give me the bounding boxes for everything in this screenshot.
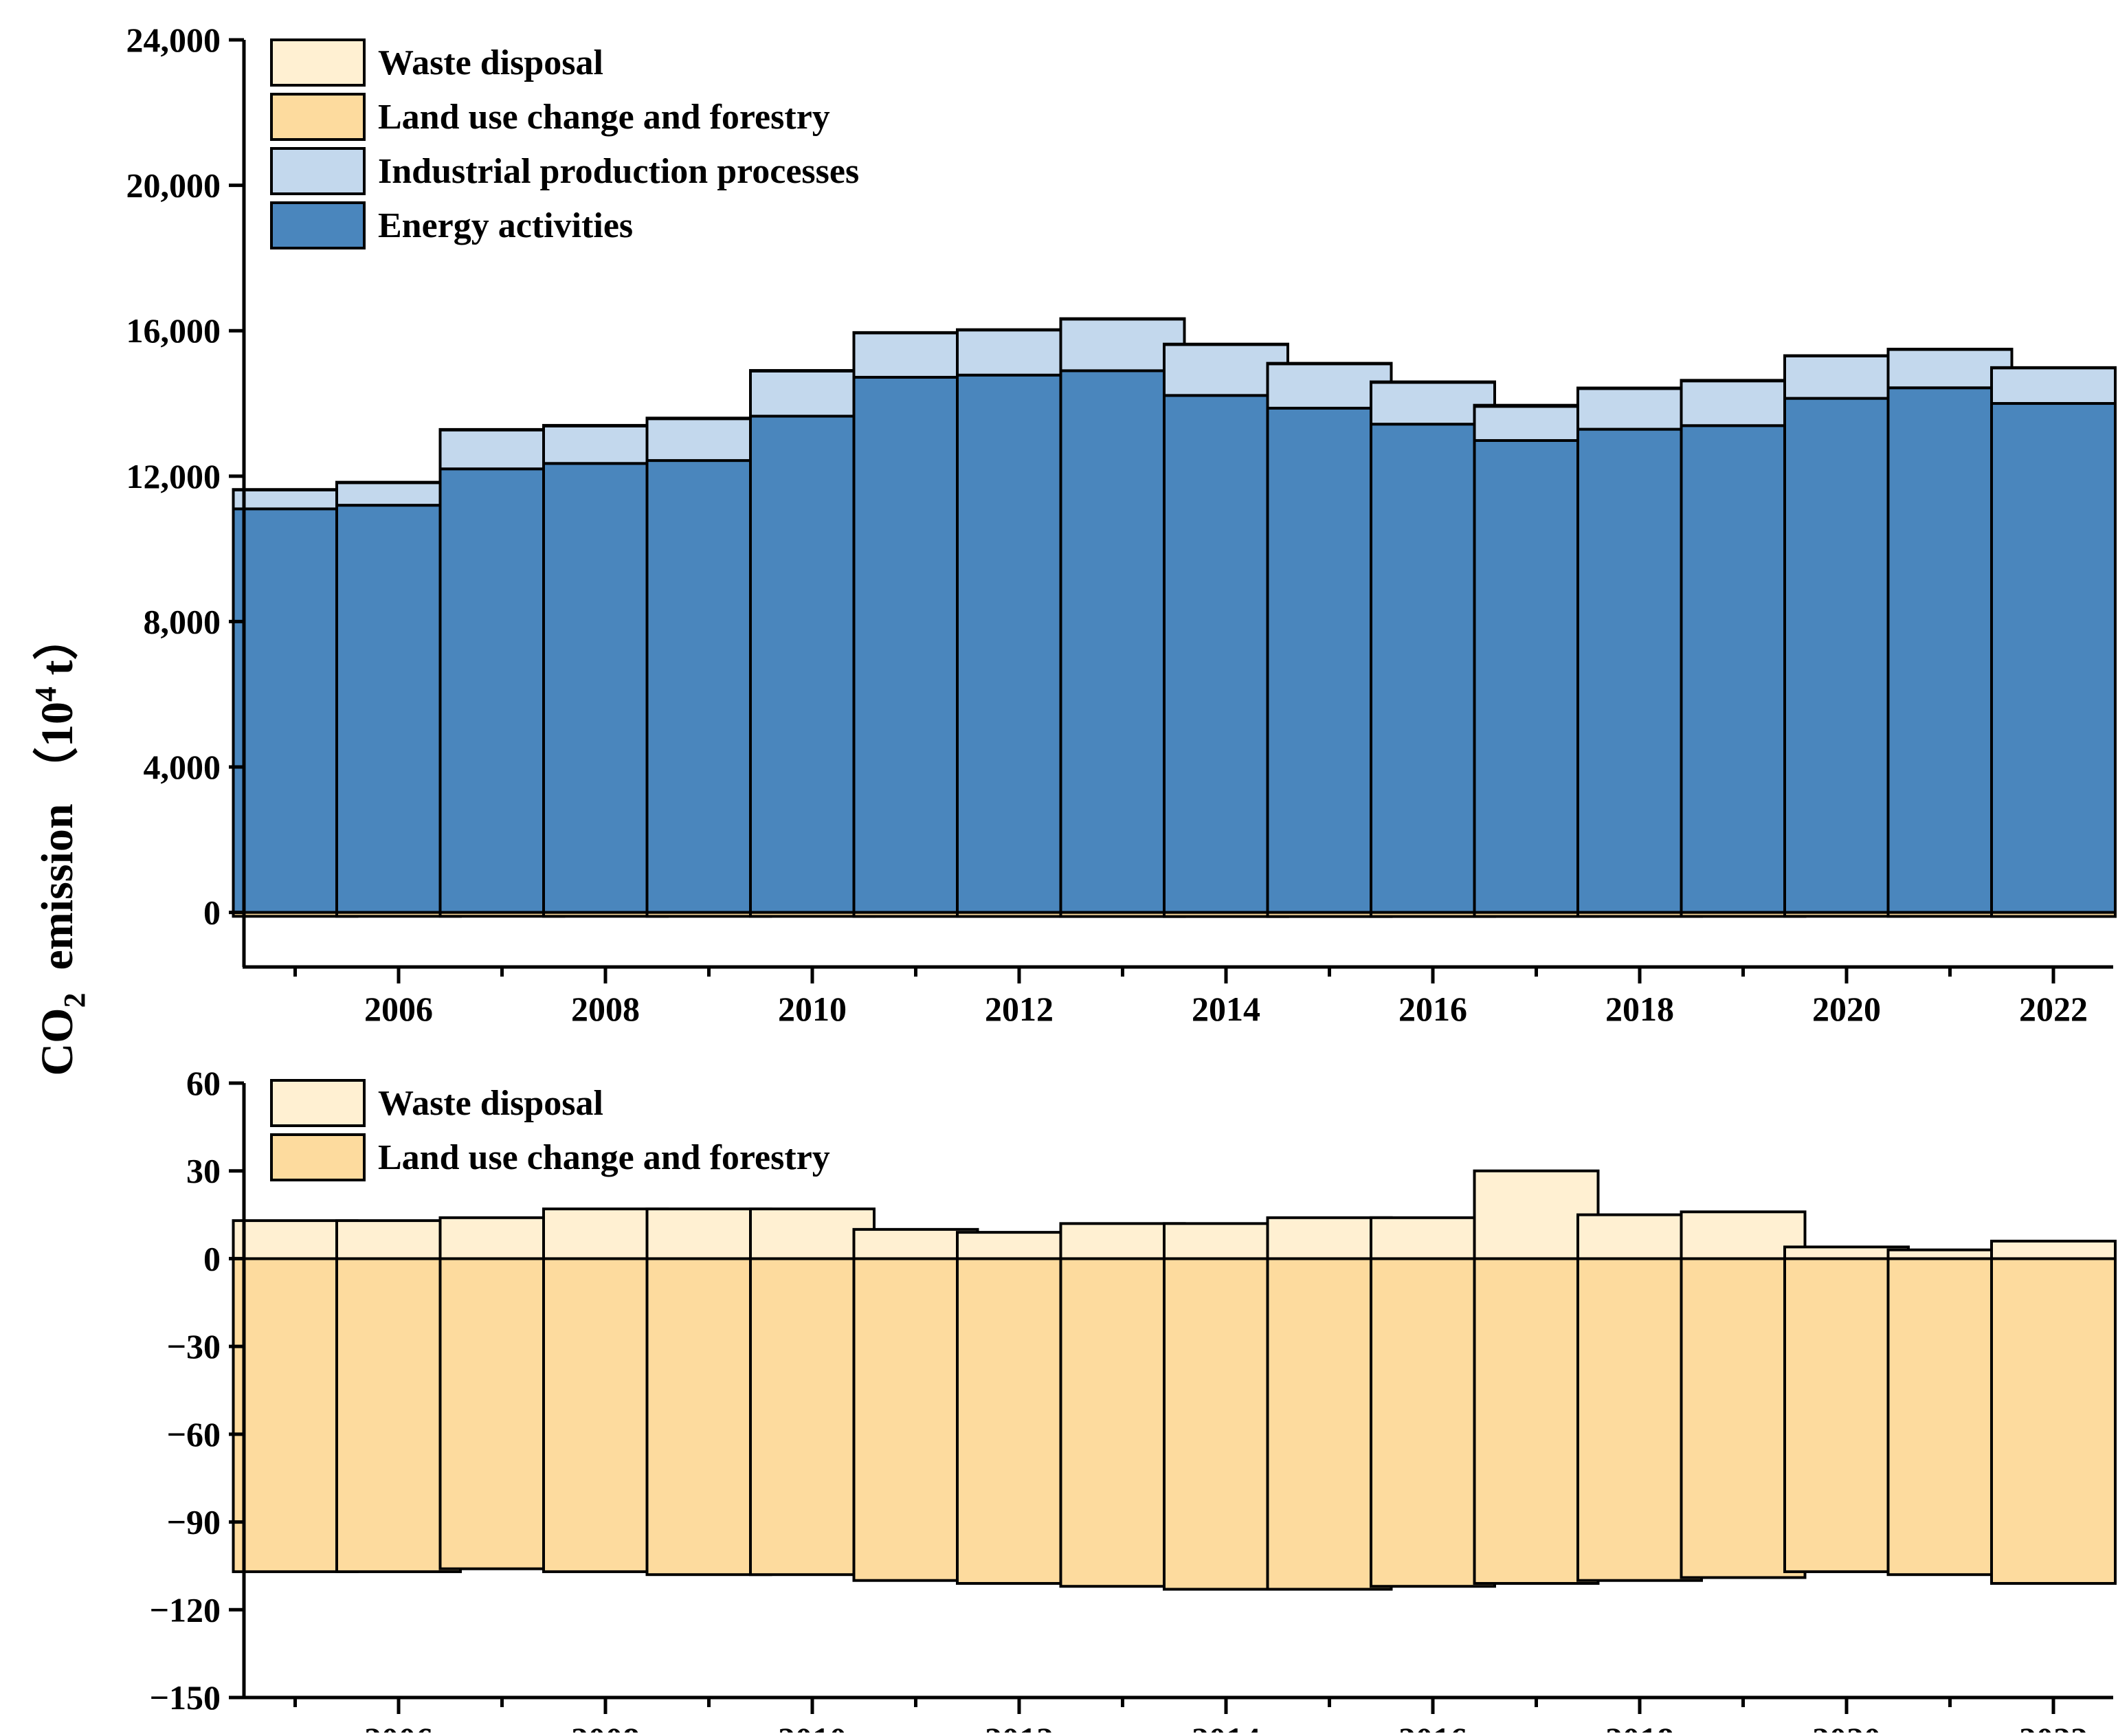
bar-waste-disposal-2014 — [1163, 342, 1289, 346]
x-tick-label: 2010 — [778, 990, 847, 1028]
y-tick-label: 12,000 — [126, 457, 221, 496]
legend-swatch-energy-activities — [270, 201, 366, 249]
x-tick-label: 2020 — [1812, 1720, 1881, 1733]
x-tick-label: 2016 — [1398, 990, 1467, 1028]
y-axis-label-prefix: CO — [32, 1008, 82, 1076]
x-tick-label: 2018 — [1605, 1720, 1674, 1733]
y-tick-label: −150 — [150, 1678, 221, 1717]
bar-industrial-production-processes-2022 — [1990, 366, 2117, 405]
x-tick-label: 2018 — [1605, 990, 1674, 1028]
legend-swatch-waste-disposal — [270, 1079, 366, 1127]
legend-label-energy-activities: Energy activities — [378, 206, 633, 245]
y-axis-label-superscript: 4 — [29, 687, 63, 702]
legend-label-waste-disposal: Waste disposal — [378, 1084, 603, 1123]
bar-waste-disposal-2022 — [1990, 1239, 2117, 1260]
y-tick-label: 0 — [203, 893, 221, 932]
x-tick-label: 2014 — [1192, 990, 1260, 1028]
legend-label-industrial-production-processes: Industrial production processes — [378, 152, 859, 191]
y-tick-label: 8,000 — [144, 602, 221, 641]
x-tick-label: 2012 — [985, 990, 1054, 1028]
bottom-panel: 60 30 0 −30 −60 −90 −120 −150 2006 2008 2010 2012 20… — [150, 1064, 2117, 1736]
y-tick-label: 30 — [186, 1152, 221, 1190]
legend-swatch-industrial-production-processes — [270, 147, 366, 195]
x-tick-label: 2016 — [1398, 1720, 1467, 1733]
x-tick-label: 2010 — [778, 1720, 847, 1733]
y-tick-label: −120 — [150, 1590, 221, 1629]
bar-energy-activities-2022 — [1990, 402, 2117, 914]
legend-swatch-waste-disposal — [270, 38, 366, 87]
x-tick-label: 2022 — [2019, 990, 2088, 1028]
bar-waste-disposal-2021 — [1886, 348, 2014, 351]
x-tick-label: 2022 — [2019, 1720, 2088, 1733]
x-tick-label: 2020 — [1812, 990, 1881, 1028]
bar-waste-disposal-2013 — [1059, 317, 1186, 321]
x-tick-label: 2006 — [364, 990, 433, 1028]
y-tick-label: 4,000 — [144, 748, 221, 786]
y-tick-label: 0 — [203, 1239, 221, 1278]
bar-land-use-change-and-forestry-2022 — [1990, 911, 2117, 918]
y-tick-label: 60 — [186, 1064, 221, 1102]
y-axis-label-suffix: t） — [32, 614, 82, 686]
legend-swatch-land-use-change-and-forestry — [270, 1133, 366, 1181]
bar-waste-disposal-2016 — [1370, 380, 1496, 384]
legend-label-land-use-change-and-forestry: Land use change and forestry — [378, 1138, 830, 1177]
legend-label-land-use-change-and-forestry: Land use change and forestry — [378, 98, 830, 137]
x-tick-label: 2006 — [364, 1720, 433, 1733]
y-tick-label: −90 — [167, 1503, 221, 1542]
x-tick-label: 2008 — [571, 990, 640, 1028]
y-tick-label: 24,000 — [126, 21, 221, 59]
top-panel: 0 4,000 8,000 12,000 16,000 20,000 24,000 2006 2… — [126, 21, 2117, 1028]
y-tick-label: −30 — [167, 1327, 221, 1366]
legend-label-waste-disposal: Waste disposal — [378, 43, 603, 82]
x-tick-label: 2012 — [985, 1720, 1054, 1733]
y-axis-label-subscript: 2 — [58, 993, 91, 1008]
y-axis-label-middle: emission （10 — [32, 702, 82, 993]
x-tick-label: 2014 — [1192, 1720, 1260, 1733]
y-tick-label: 16,000 — [126, 311, 221, 350]
legend-swatch-land-use-change-and-forestry — [270, 93, 366, 141]
bar-land-use-change-and-forestry-2022 — [1990, 1257, 2117, 1585]
y-axis-label: CO2 emission （104 t） — [29, 614, 91, 1076]
y-tick-label: 20,000 — [126, 166, 221, 205]
x-tick-label: 2008 — [571, 1720, 640, 1733]
y-tick-label: −60 — [167, 1415, 221, 1454]
